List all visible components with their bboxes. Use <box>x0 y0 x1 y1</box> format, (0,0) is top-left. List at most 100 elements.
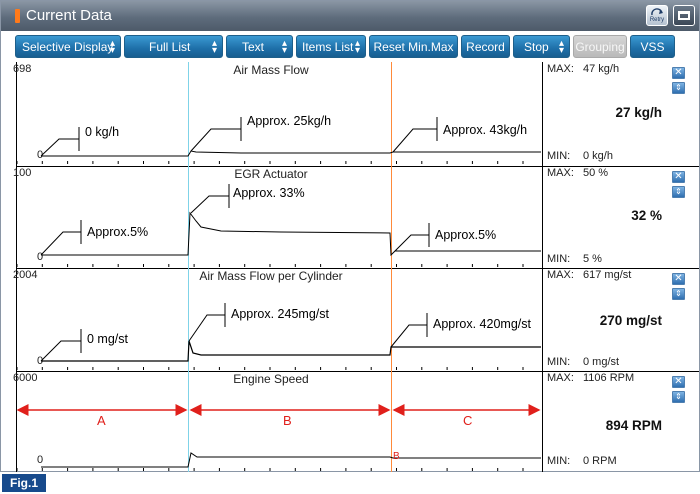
min-label: MIN: <box>547 253 571 265</box>
max-row: MAX: 617 mg/st <box>547 269 631 281</box>
min-value: 5 % <box>583 253 602 265</box>
max-value: 1106 RPM <box>583 372 635 384</box>
updown-arrow-icon: ▴ ▾ <box>109 38 115 56</box>
callout-text: Approx. 420mg/st <box>433 317 531 331</box>
scale-zero: 0 <box>37 355 44 367</box>
callout-text: Approx. 245mg/st <box>231 307 329 321</box>
toolbar: Selective Display ▴ ▾ Full List ▴ ▾ Text ▴… <box>1 31 699 62</box>
scale-zero: 0 <box>37 149 44 161</box>
record-label: Record <box>466 39 505 54</box>
items-list-button[interactable]: Items List ▴ ▾ <box>296 35 366 58</box>
retry-button[interactable]: Retry <box>646 5 668 26</box>
close-icon[interactable]: ✕ <box>672 67 685 79</box>
parameter-name: Air Mass Flow <box>233 63 309 77</box>
grouping-label: Grouping <box>575 39 625 54</box>
parameter-name: Air Mass Flow per Cylinder <box>199 269 343 283</box>
reset-min-max-label: Reset Min.Max <box>373 39 454 54</box>
full-list-label: Full List <box>149 39 191 54</box>
value-side-panel: MAX: 617 mg/st 270 mg/st MIN: 0 mg/st <box>542 268 670 371</box>
parameter-name: Engine Speed <box>233 372 309 386</box>
expand-icon[interactable]: ⇕ <box>672 186 685 198</box>
panel-air-mass-flow: 698 Air Mass Flow 0 MAX: 47 kg/h 27 kg/h … <box>1 62 699 166</box>
min-label: MIN: <box>547 150 571 162</box>
updown-arrow-icon: ▴ ▾ <box>211 38 217 56</box>
graph-area <box>16 166 541 268</box>
max-value: 50 % <box>583 167 609 179</box>
stop-label: Stop <box>524 39 549 54</box>
panel-divider <box>16 166 699 167</box>
close-icon[interactable]: ✕ <box>672 376 685 388</box>
min-value: 0 RPM <box>583 455 617 467</box>
scale-top: 698 <box>13 63 32 75</box>
min-row: MIN: 5 % <box>547 253 602 265</box>
max-label: MAX: <box>547 63 574 75</box>
min-row: MIN: 0 RPM <box>547 455 617 467</box>
window-toggle-button[interactable] <box>673 5 695 26</box>
max-value: 47 kg/h <box>583 63 620 75</box>
current-value: 894 RPM <box>605 418 662 433</box>
close-icon[interactable]: ✕ <box>672 273 685 285</box>
max-row: MAX: 50 % <box>547 167 608 179</box>
vss-button[interactable]: VSS <box>630 35 675 58</box>
updown-arrow-icon: ▴ ▾ <box>281 38 287 56</box>
stop-button[interactable]: Stop ▴ ▾ <box>513 35 570 58</box>
panel-engine-speed: 6000 Engine Speed 0 MAX: 1106 RPM 894 RPM… <box>1 371 699 472</box>
min-value: 0 mg/st <box>583 356 620 368</box>
selective-display-button[interactable]: Selective Display ▴ ▾ <box>15 35 121 58</box>
title-bar: Current Data Retry <box>1 1 699 31</box>
close-icon[interactable]: ✕ <box>672 171 685 183</box>
panel-air-mass-flow-per-cylinder: 2004 Air Mass Flow per Cylinder 0 MAX: 61… <box>1 268 699 371</box>
segment-label-b: B <box>283 413 292 428</box>
grouping-button[interactable]: Grouping <box>573 35 627 58</box>
max-label: MAX: <box>547 372 574 384</box>
graph-area <box>16 371 541 472</box>
min-row: MIN: 0 mg/st <box>547 356 619 368</box>
min-row: MIN: 0 kg/h <box>547 150 613 162</box>
time-marker-line-a <box>188 62 189 472</box>
panel-divider <box>16 371 699 372</box>
segment-label-a: A <box>97 413 106 428</box>
callout-text: Approx.5% <box>87 225 149 239</box>
scale-top: 100 <box>13 167 32 179</box>
figure-label: Fig.1 <box>2 474 46 492</box>
graph-area <box>16 268 541 371</box>
min-value: 0 kg/h <box>583 150 613 162</box>
updown-arrow-icon: ▴ ▾ <box>558 38 564 56</box>
expand-icon[interactable]: ⇕ <box>672 82 685 94</box>
min-label: MIN: <box>547 356 571 368</box>
parameter-name: EGR Actuator <box>234 167 308 181</box>
expand-icon[interactable]: ⇕ <box>672 288 685 300</box>
vss-label: VSS <box>640 39 665 54</box>
graph-area <box>16 62 541 166</box>
callout-text: Approx. 43kg/h <box>443 123 528 137</box>
max-row: MAX: 47 kg/h <box>547 63 619 75</box>
retry-label: Retry <box>649 17 665 23</box>
text-button[interactable]: Text ▴ ▾ <box>226 35 293 58</box>
segment-marker: B <box>393 451 400 462</box>
current-value: 27 kg/h <box>615 105 662 120</box>
scale-zero: 0 <box>37 251 44 263</box>
min-label: MIN: <box>547 455 571 467</box>
time-marker-line-b <box>391 62 392 472</box>
full-list-button[interactable]: Full List ▴ ▾ <box>124 35 223 58</box>
value-side-panel: MAX: 50 % 32 % MIN: 5 % <box>542 166 670 268</box>
current-data-window: Current Data Retry Selective Display ▴ ▾ … <box>0 0 700 472</box>
scale-zero: 0 <box>37 454 44 466</box>
callout-text: Approx.5% <box>435 228 497 242</box>
max-label: MAX: <box>547 269 574 281</box>
record-button[interactable]: Record <box>461 35 510 58</box>
expand-icon[interactable]: ⇕ <box>672 391 685 403</box>
max-row: MAX: 1106 RPM <box>547 372 634 384</box>
max-value: 617 mg/st <box>583 269 632 281</box>
callout-text: 0 kg/h <box>85 125 120 139</box>
items-list-label: Items List <box>302 39 354 54</box>
updown-arrow-icon: ▴ ▾ <box>354 38 360 56</box>
reset-min-max-button[interactable]: Reset Min.Max <box>369 35 458 58</box>
value-side-panel: MAX: 47 kg/h 27 kg/h MIN: 0 kg/h <box>542 62 670 166</box>
panel-egr-actuator: 100 EGR Actuator 0 MAX: 50 % 32 % MIN: 5 %… <box>1 166 699 268</box>
window-icon <box>678 11 690 20</box>
panel-divider <box>16 268 699 269</box>
callout-text: Approx. 25kg/h <box>247 114 332 128</box>
max-label: MAX: <box>547 167 574 179</box>
current-value: 270 mg/st <box>599 313 662 328</box>
